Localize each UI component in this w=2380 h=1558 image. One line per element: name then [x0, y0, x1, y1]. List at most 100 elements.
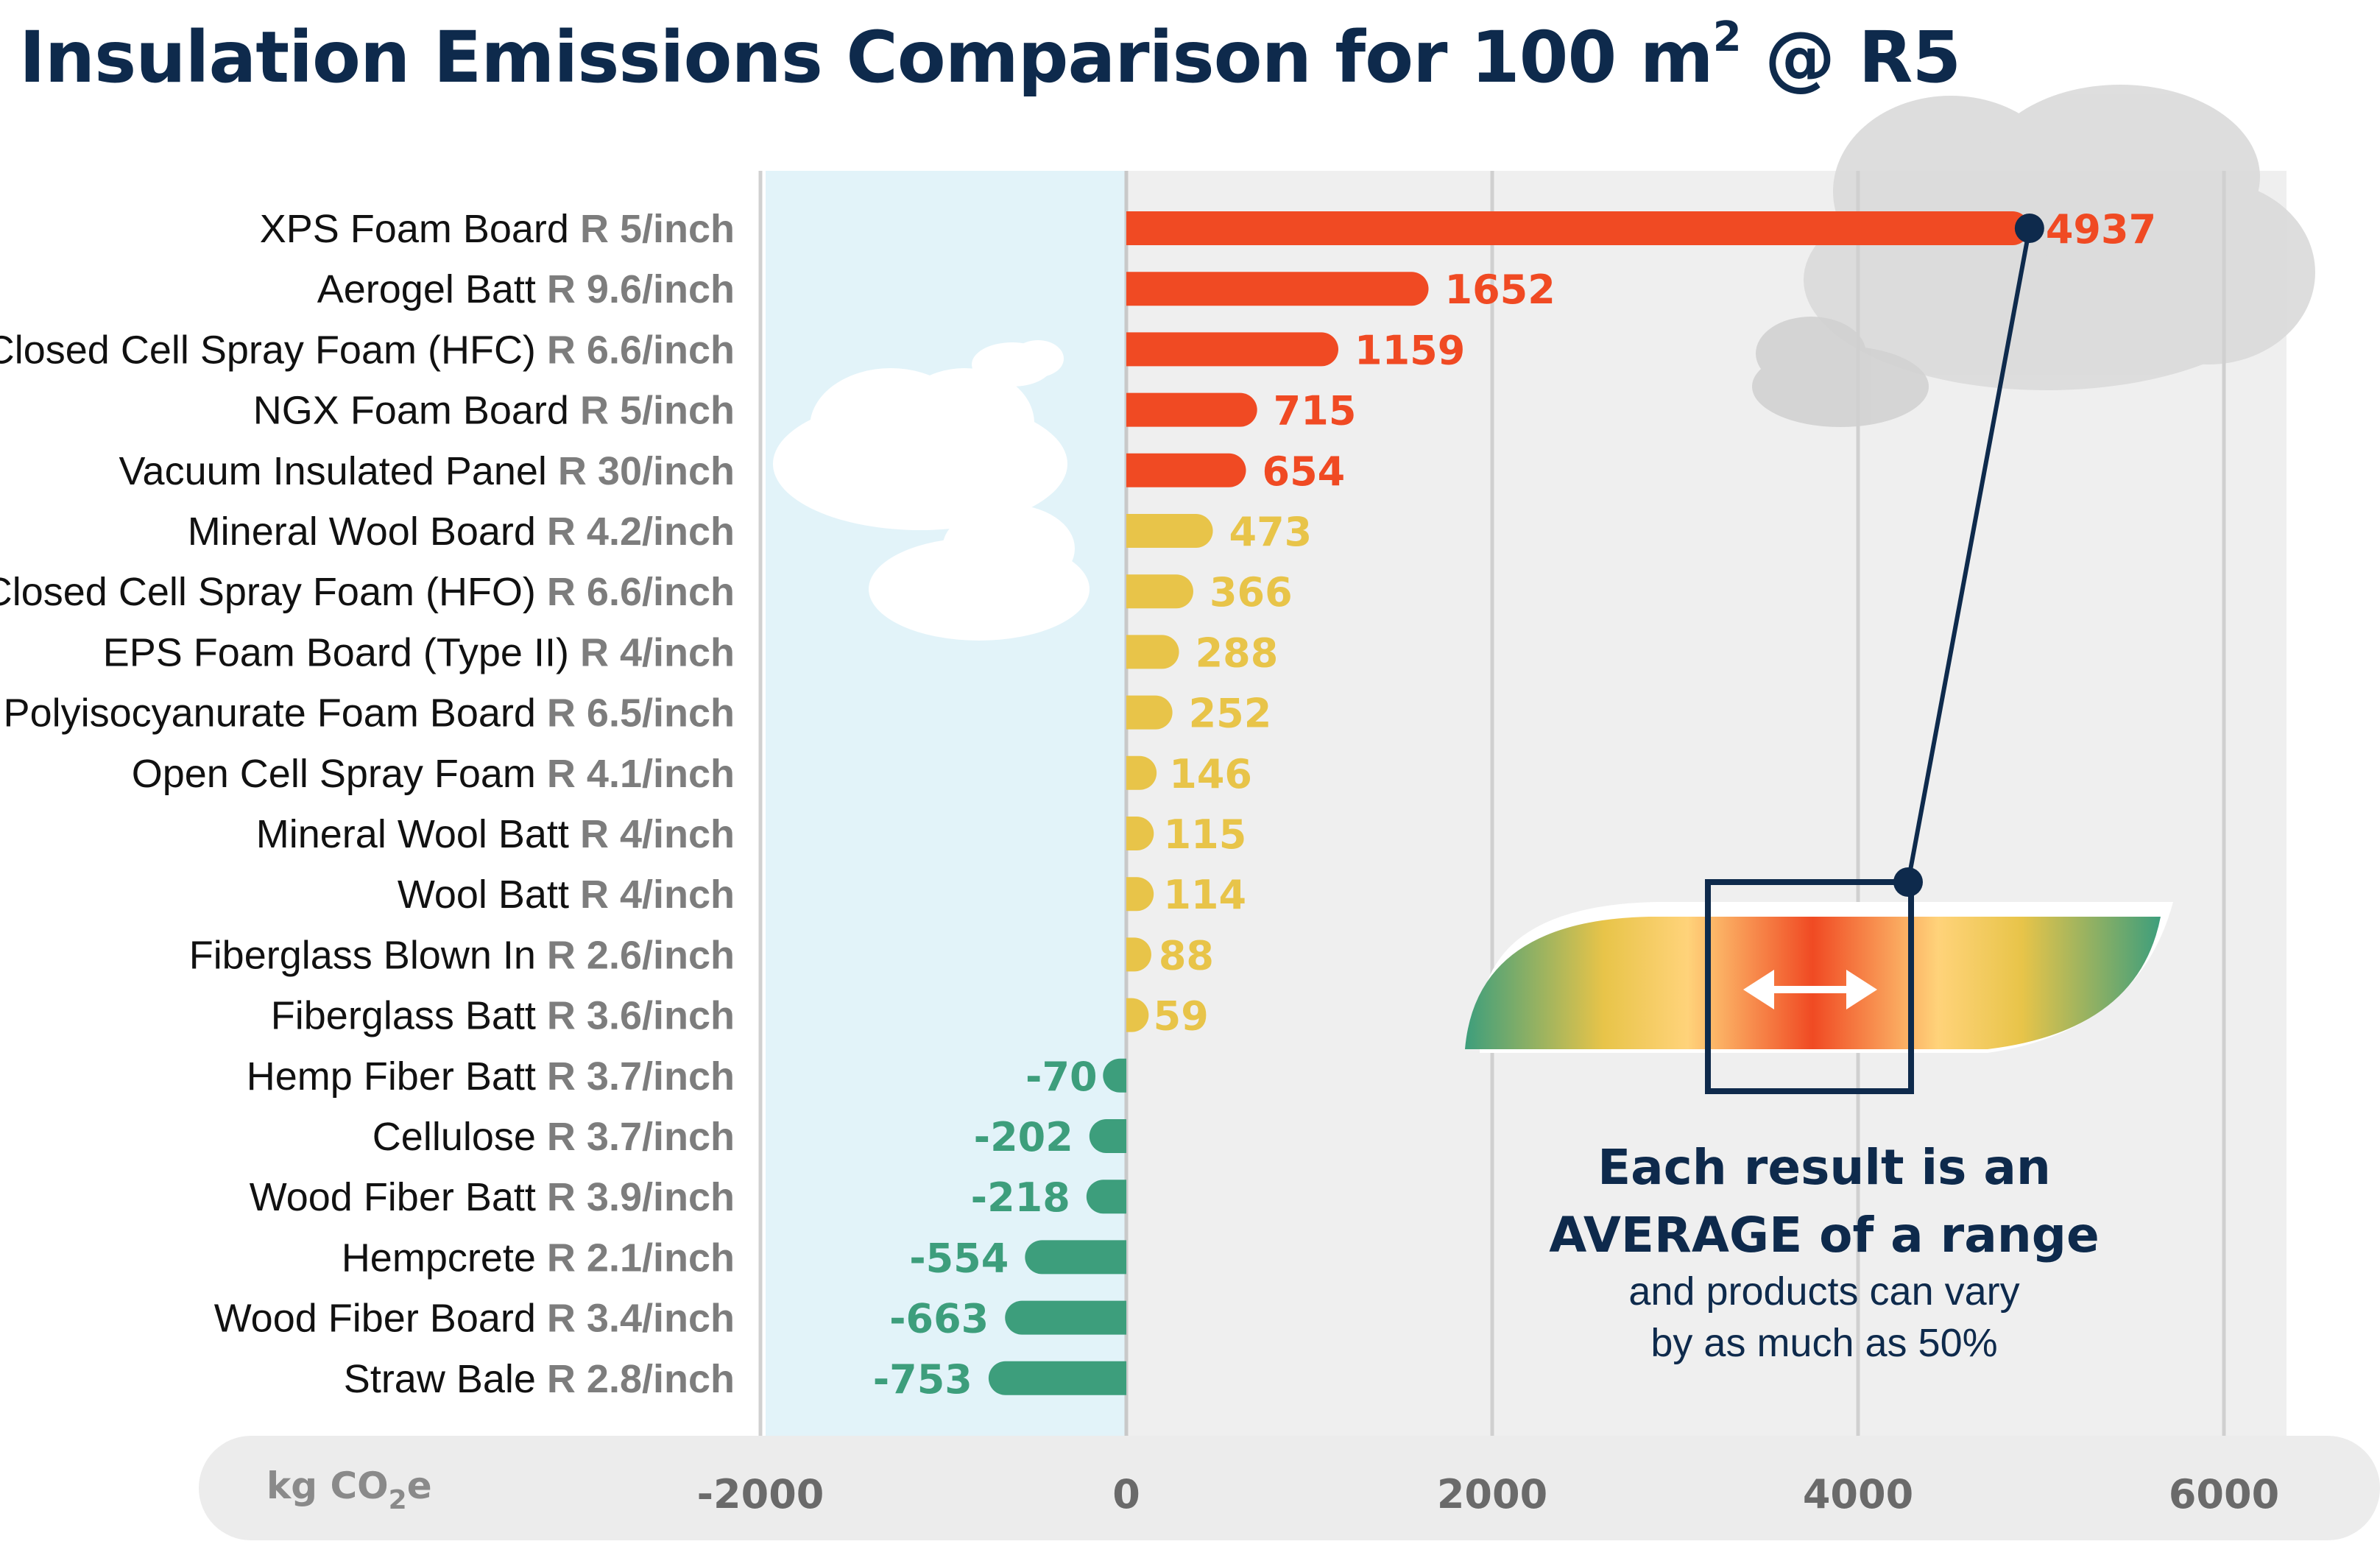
value-label: -554	[909, 1235, 1009, 1281]
category-rvalue: R 4/inch	[580, 873, 735, 917]
category-label: Cellulose R 3.7/inch	[372, 1115, 735, 1159]
category-name: Mineral Wool Board	[188, 510, 547, 554]
category-rvalue: R 4/inch	[580, 812, 735, 856]
category-rvalue: R 5/inch	[580, 207, 735, 251]
value-label: 252	[1189, 691, 1272, 737]
gridlines	[758, 171, 2226, 1437]
bar	[1126, 211, 2030, 245]
bar	[1126, 332, 1339, 367]
range-highlight-box	[1705, 879, 1914, 1094]
category-name: Closed Cell Spray Foam (HFO)	[0, 570, 547, 614]
category-rvalue: R 3.7/inch	[547, 1054, 735, 1099]
annotation-line-1: Each result is an	[1597, 1139, 2051, 1196]
chart-title: Insulation Emissions Comparison for 100 …	[19, 13, 1961, 99]
category-name: Open Cell Spray Foam	[132, 752, 547, 796]
value-label: 59	[1154, 993, 1209, 1040]
value-label: 114	[1163, 872, 1246, 918]
category-label: Fiberglass Batt R 3.6/inch	[271, 994, 735, 1038]
category-name: Closed Cell Spray Foam (HFC)	[0, 328, 547, 372]
category-rvalue: R 4.2/inch	[547, 510, 735, 554]
category-label: NGX Foam Board R 5/inch	[253, 389, 735, 433]
bar	[1089, 1119, 1126, 1153]
bar	[1126, 514, 1213, 548]
bar	[1126, 392, 1257, 427]
bar	[1025, 1240, 1126, 1275]
value-label: -218	[971, 1174, 1070, 1221]
category-label: Aerogel Batt R 9.6/inch	[317, 267, 735, 311]
category-label: Wood Fiber Board R 3.4/inch	[214, 1297, 735, 1341]
category-label: Wool Batt R 4/inch	[398, 873, 735, 917]
x-tick-label: 0	[1112, 1471, 1140, 1518]
value-label: -70	[1025, 1054, 1098, 1100]
bar	[1126, 877, 1154, 912]
bar	[1005, 1300, 1126, 1335]
category-rvalue: R 3.7/inch	[547, 1115, 735, 1159]
bar	[1126, 695, 1173, 730]
category-rvalue: R 2.8/inch	[547, 1357, 735, 1401]
bar	[1126, 817, 1154, 850]
annotation-line-4: by as much as 50%	[1650, 1321, 1997, 1365]
bars	[988, 211, 2030, 1395]
category-name: Polyisocyanurate Foam Board	[4, 691, 547, 736]
bar	[1126, 998, 1149, 1032]
annotation-connector	[1906, 228, 2032, 883]
connector-dot-bottom	[1893, 867, 1923, 897]
category-name: Hempcrete	[342, 1236, 547, 1280]
value-label: 4937	[2046, 206, 2156, 253]
category-labels: XPS Foam Board R 5/inch Aerogel Batt R 9.…	[0, 207, 735, 1401]
category-name: Wood Fiber Batt	[250, 1175, 547, 1219]
category-label: Polyisocyanurate Foam Board R 6.5/inch	[4, 691, 735, 736]
x-axis-unit: kg CO2e	[266, 1464, 432, 1515]
category-name: Fiberglass Batt	[271, 994, 547, 1038]
bar	[1103, 1058, 1126, 1093]
category-name: Aerogel Batt	[317, 267, 547, 311]
category-name: XPS Foam Board	[260, 207, 580, 251]
x-axis-ticks: -2000 0 2000 4000 6000	[697, 1471, 2280, 1518]
title-main: Insulation Emissions Comparison for 100 …	[19, 16, 1714, 99]
x-tick-label: -2000	[697, 1471, 824, 1518]
x-tick-label: 6000	[2169, 1471, 2279, 1518]
cloud-white-middle	[869, 504, 1090, 641]
range-band	[1465, 917, 2161, 1049]
value-label: -202	[974, 1114, 1073, 1160]
category-name: Vacuum Insulated Panel	[119, 449, 558, 493]
value-label: 1652	[1445, 267, 1556, 313]
category-rvalue: R 5/inch	[580, 389, 735, 433]
category-name: Mineral Wool Batt	[256, 812, 580, 856]
category-name: Straw Bale	[344, 1357, 547, 1401]
value-label: 654	[1263, 448, 1346, 495]
category-label: XPS Foam Board R 5/inch	[260, 207, 735, 251]
value-label: 146	[1169, 751, 1252, 797]
bar	[1126, 272, 1429, 306]
category-label: Closed Cell Spray Foam (HFC) R 6.6/inch	[0, 328, 735, 372]
category-label: Fiberglass Blown In R 2.6/inch	[189, 933, 735, 977]
axis-band	[199, 1436, 2380, 1540]
cloud-white-small	[972, 340, 1064, 387]
category-rvalue: R 4/inch	[580, 630, 735, 674]
category-name: Hemp Fiber Batt	[247, 1054, 547, 1099]
x-tick-label: 4000	[1803, 1471, 1913, 1518]
category-label: EPS Foam Board (Type II) R 4/inch	[103, 630, 735, 674]
category-rvalue: R 3.9/inch	[547, 1175, 735, 1219]
bar	[1086, 1180, 1126, 1214]
category-rvalue: R 2.6/inch	[547, 933, 735, 977]
category-rvalue: R 4.1/inch	[547, 752, 735, 796]
category-label: Hempcrete R 2.1/inch	[342, 1236, 735, 1280]
category-label: Mineral Wool Batt R 4/inch	[256, 812, 735, 856]
category-rvalue: R 3.6/inch	[547, 994, 735, 1038]
connector-dot-top	[2014, 214, 2044, 243]
value-label: 1159	[1355, 327, 1465, 373]
value-label: 88	[1159, 932, 1214, 979]
value-label: 473	[1229, 509, 1313, 555]
category-rvalue: R 2.1/inch	[547, 1236, 735, 1280]
value-label: 115	[1164, 811, 1247, 858]
value-label: -753	[873, 1356, 972, 1403]
value-label: 288	[1196, 630, 1279, 676]
cloud-grey-small	[1752, 317, 1929, 427]
category-rvalue: R 6.5/inch	[547, 691, 735, 736]
category-label: Hemp Fiber Batt R 3.7/inch	[247, 1054, 735, 1099]
bar	[1126, 937, 1151, 972]
category-name: NGX Foam Board	[253, 389, 580, 433]
value-labels: 4937 1652 1159 715 654 473 366 288 252 146 115 114 8…	[873, 206, 2156, 1403]
